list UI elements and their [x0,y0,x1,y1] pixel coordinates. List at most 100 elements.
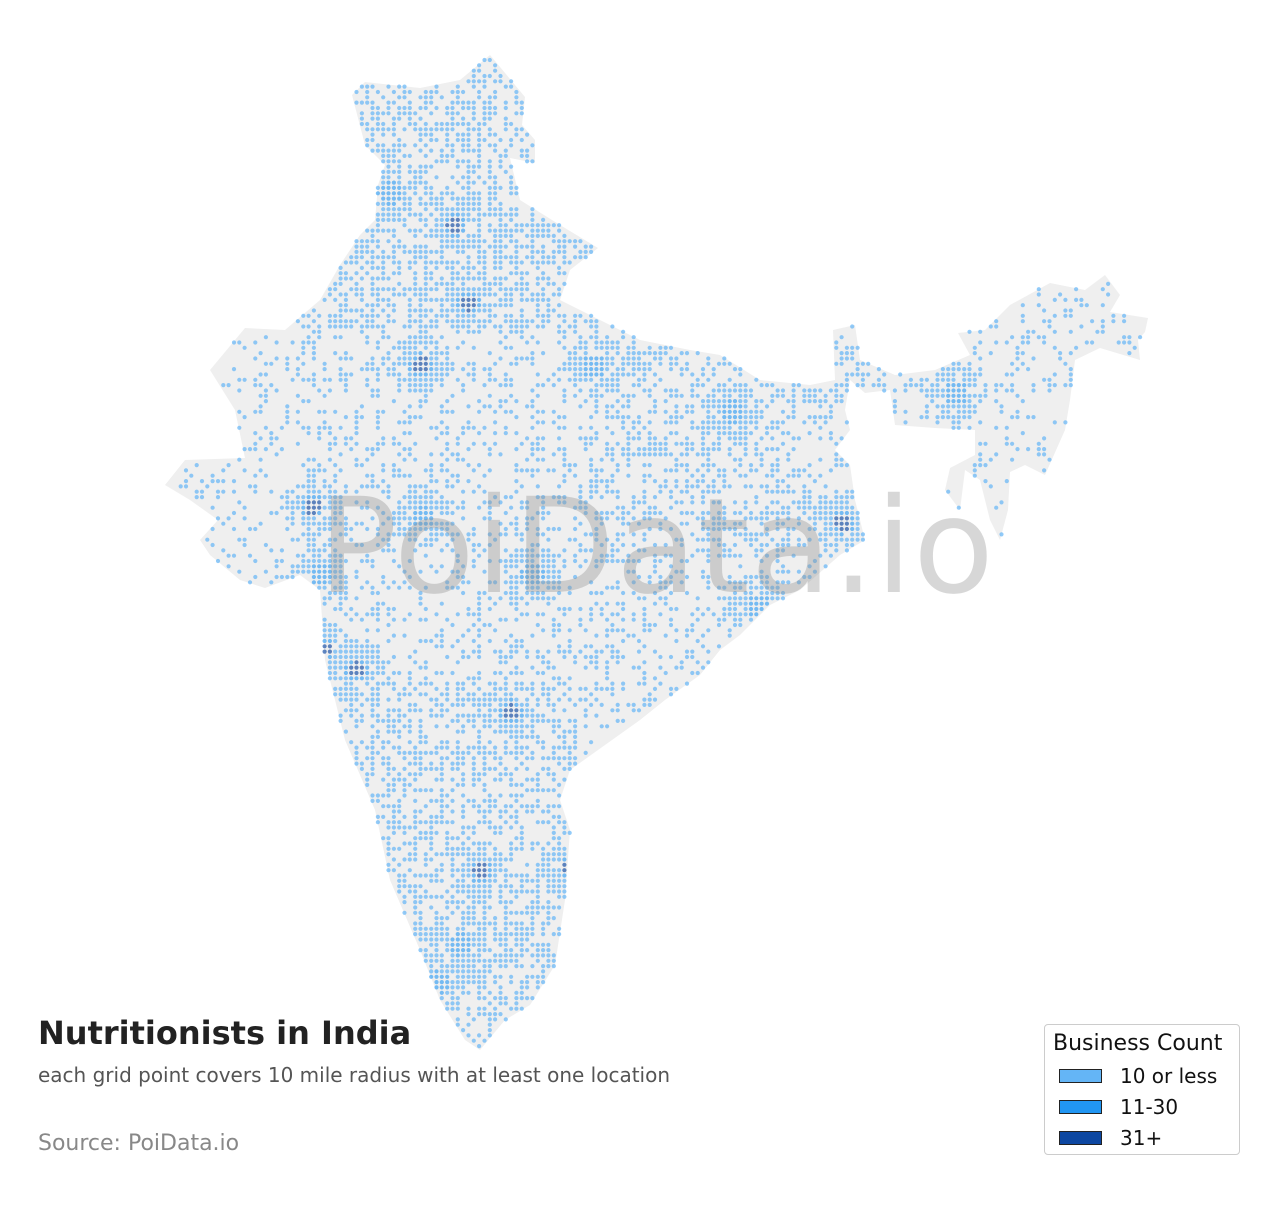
grid-point-low [519,319,524,324]
grid-point-low [828,500,834,505]
grid-point-low [365,319,370,324]
grid-point-low [780,489,786,494]
grid-point-low [493,361,498,366]
grid-point-low [391,745,396,750]
grid-point-low [487,100,492,105]
grid-point-low [663,388,668,393]
grid-point-low [434,260,439,265]
grid-point-low [439,276,444,281]
grid-point-low [381,276,386,281]
grid-point-low [530,159,535,164]
grid-point-low [455,697,460,702]
grid-point-low [621,425,626,430]
grid-point-low [407,447,412,452]
grid-point-mid [461,217,466,222]
grid-point-low [514,463,519,468]
grid-point-low [482,590,487,596]
grid-point-low [418,729,423,734]
grid-point-low [589,441,594,446]
grid-point-low [615,718,620,724]
grid-point-low [429,324,434,329]
grid-point-low [525,319,530,324]
grid-point-low [557,271,562,276]
grid-point-low [514,686,519,692]
grid-point-low [610,457,615,462]
grid-point-low [381,329,386,334]
grid-point-low [551,468,556,473]
grid-point-low [439,223,444,228]
grid-point-low [514,281,519,286]
grid-point-low [541,255,546,260]
grid-point-low [1042,377,1047,382]
grid-point-low [402,841,407,846]
grid-point-low [605,676,610,681]
grid-point-low [850,345,855,350]
grid-point-low [445,345,450,350]
grid-point-low [557,377,562,382]
grid-point-low [839,500,844,505]
grid-point-low [589,425,594,430]
grid-point-low [461,633,466,638]
grid-point-low [493,180,498,185]
grid-point-low [546,308,551,313]
grid-point-low [562,345,567,350]
grid-point-low [738,425,743,430]
grid-point-low [503,303,508,308]
grid-point-low [727,633,732,638]
grid-point-low [365,649,370,654]
grid-point-low [535,510,540,516]
grid-point-low [711,441,716,446]
grid-point-high [471,868,476,873]
grid-point-low [615,463,620,468]
grid-point-low [743,404,748,409]
grid-point-low [546,697,551,702]
grid-point-low [711,463,716,468]
grid-point-low [354,260,359,265]
grid-point-low [317,431,322,436]
grid-point-low [514,553,519,558]
grid-point-low [359,463,364,468]
grid-point-low [738,521,743,526]
grid-point-mid [732,399,738,404]
grid-point-low [487,697,492,702]
grid-point-low [333,692,338,697]
grid-point-low [930,393,935,398]
grid-point-low [557,761,562,766]
grid-point-low [471,191,476,196]
grid-point-low [530,686,535,692]
grid-point-low [541,868,546,873]
grid-point-low [541,926,546,931]
grid-point-mid [562,873,567,878]
grid-point-high [306,500,311,505]
grid-point-low [594,479,599,484]
grid-point-low [546,873,551,878]
grid-point-high [327,649,332,654]
grid-point-low [247,526,253,532]
grid-point-low [674,484,679,489]
grid-point-low [828,388,834,393]
grid-point-low [338,644,343,649]
grid-point-low [493,185,498,190]
grid-point-low [541,766,546,772]
grid-point-low [487,159,492,164]
grid-point-low [503,526,508,532]
grid-point-low [530,750,535,756]
grid-point-low [589,702,594,708]
grid-point-low [514,910,519,915]
grid-point-low [391,143,396,148]
grid-point-low [402,473,407,478]
grid-point-low [573,654,578,660]
grid-point-low [519,836,524,841]
grid-point-low [365,681,370,686]
grid-point-low [471,526,476,532]
grid-point-mid [311,574,316,580]
grid-point-low [615,548,620,553]
grid-point-low [535,670,540,676]
grid-point-low [370,590,375,596]
grid-point-low [487,377,492,382]
grid-point-low [445,708,450,713]
grid-point-low [450,207,455,212]
grid-point-low [205,484,210,489]
grid-point-low [439,932,444,937]
grid-point-low [434,532,439,537]
